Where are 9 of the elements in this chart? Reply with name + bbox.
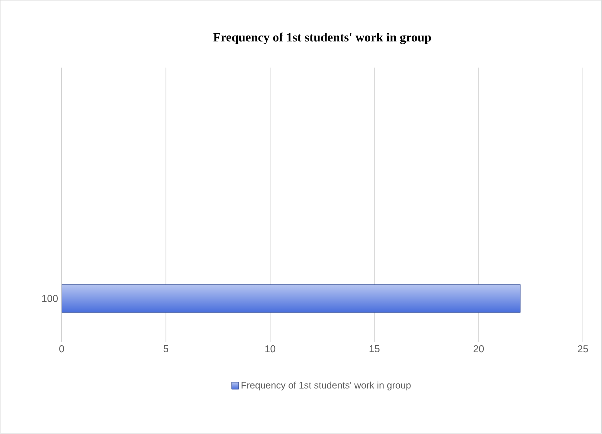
chart-title: Frequency of 1st students' work in group [214,32,432,44]
x-tick-label: 25 [578,346,588,353]
x-tick-label: 5 [164,346,169,353]
x-tick-label: 15 [370,346,380,353]
x-tick-label: 20 [474,346,484,353]
x-tick-label: 0 [60,346,64,353]
x-tick-label: 10 [266,346,276,353]
legend-label: Frequency of 1st students' work in group [242,382,411,391]
y-tick-label: 100 [42,295,58,302]
